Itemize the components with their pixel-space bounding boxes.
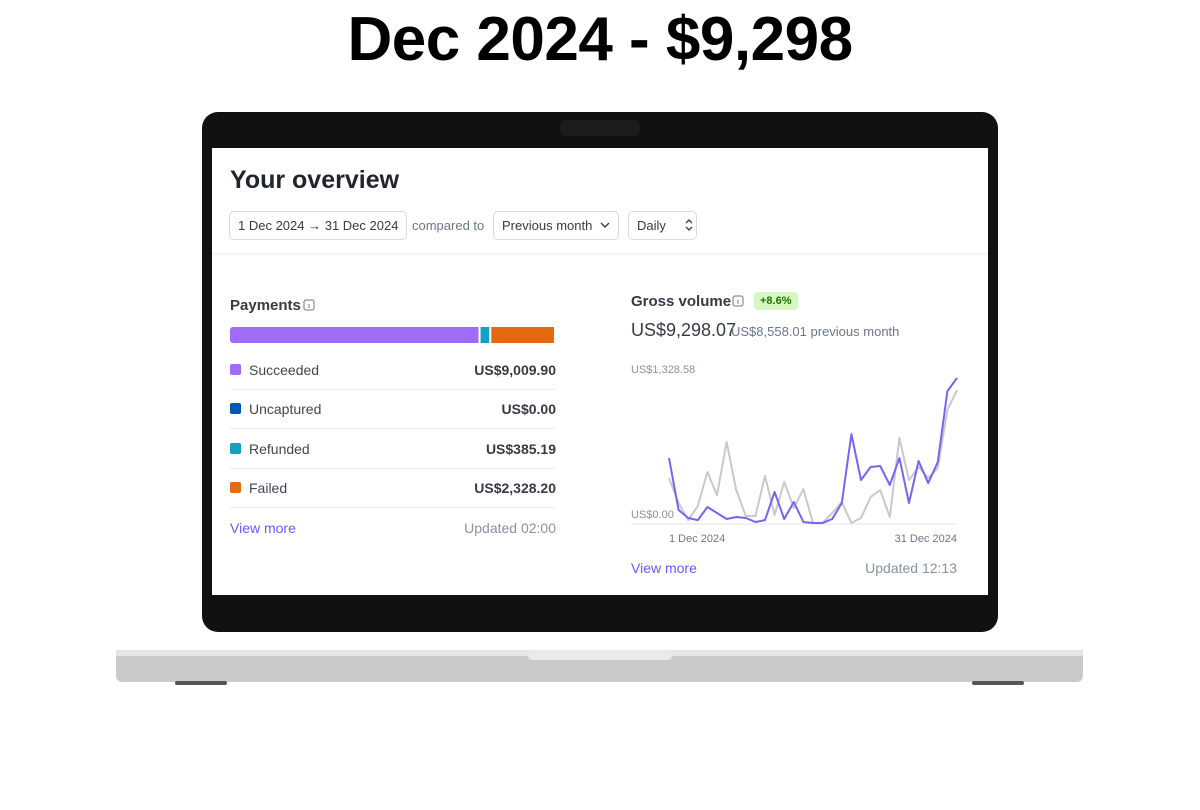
laptop-foot: [972, 681, 1024, 685]
payment-segment: [480, 327, 490, 343]
series-line: [668, 377, 958, 524]
payment-amount: US$9,009.90: [474, 362, 556, 378]
row-separator: [230, 506, 556, 508]
payments-title: Payments: [230, 297, 301, 314]
gross-volume-previous: US$8,558.01 previous month: [731, 324, 900, 339]
x-tick-label: 1 Dec 2024: [669, 533, 725, 545]
gross-volume-total: US$9,298.07: [631, 320, 737, 340]
comparison-select[interactable]: Previous month: [493, 211, 620, 240]
legend-swatch: [230, 481, 241, 493]
row-separator: [230, 467, 556, 469]
payment-name: Uncaptured: [249, 401, 322, 418]
y-tick-label: US$1,328.58: [631, 364, 695, 376]
payment-amount: US$385.19: [485, 440, 556, 457]
info-icon: [303, 299, 315, 311]
change-badge: +8.6%: [754, 292, 798, 310]
payment-amount: US$0.00: [501, 401, 556, 418]
legend-swatch: [230, 364, 241, 375]
payments-updated: Updated 02:00: [464, 520, 556, 536]
legend-swatch: [230, 403, 241, 415]
legend-swatch: [230, 442, 241, 454]
overview-heading: Your overview: [230, 166, 400, 194]
payments-view-more[interactable]: View more: [230, 520, 296, 536]
payment-name: Failed: [249, 479, 288, 496]
interval-text: Daily: [637, 218, 666, 233]
compared-to: compared to: [412, 218, 485, 233]
payment-name: Succeeded: [249, 362, 320, 378]
payment-amount: US$2,328.20: [474, 479, 556, 496]
gross-volume-title: Gross volume: [631, 293, 732, 310]
gross-volume-view-more[interactable]: View more: [631, 560, 697, 576]
laptop-base: [116, 650, 1083, 682]
row-separator: [230, 428, 556, 430]
page-title: Dec 2024 - $9,298: [347, 5, 853, 74]
info-icon: [732, 295, 744, 307]
row-separator: [230, 389, 556, 390]
comparison-text: Previous month: [502, 218, 593, 233]
interval-select[interactable]: Daily: [628, 211, 697, 240]
updown-icon: [685, 219, 693, 231]
y-tick-label: US$0.00: [631, 509, 674, 521]
payment-segment: [230, 327, 479, 343]
x-tick-label: 31 Dec 2024: [895, 533, 957, 545]
laptop-lid-notch: [528, 650, 672, 660]
payment-name: Refunded: [249, 440, 310, 457]
payment-segment: [491, 327, 554, 343]
date-range[interactable]: 1 Dec 2024 → 31 Dec 2024: [229, 211, 408, 240]
gross-volume-updated: Updated 12:13: [865, 560, 957, 576]
chevron: [600, 222, 610, 228]
camera-notch: [560, 120, 640, 136]
laptop-foot: [175, 681, 227, 685]
